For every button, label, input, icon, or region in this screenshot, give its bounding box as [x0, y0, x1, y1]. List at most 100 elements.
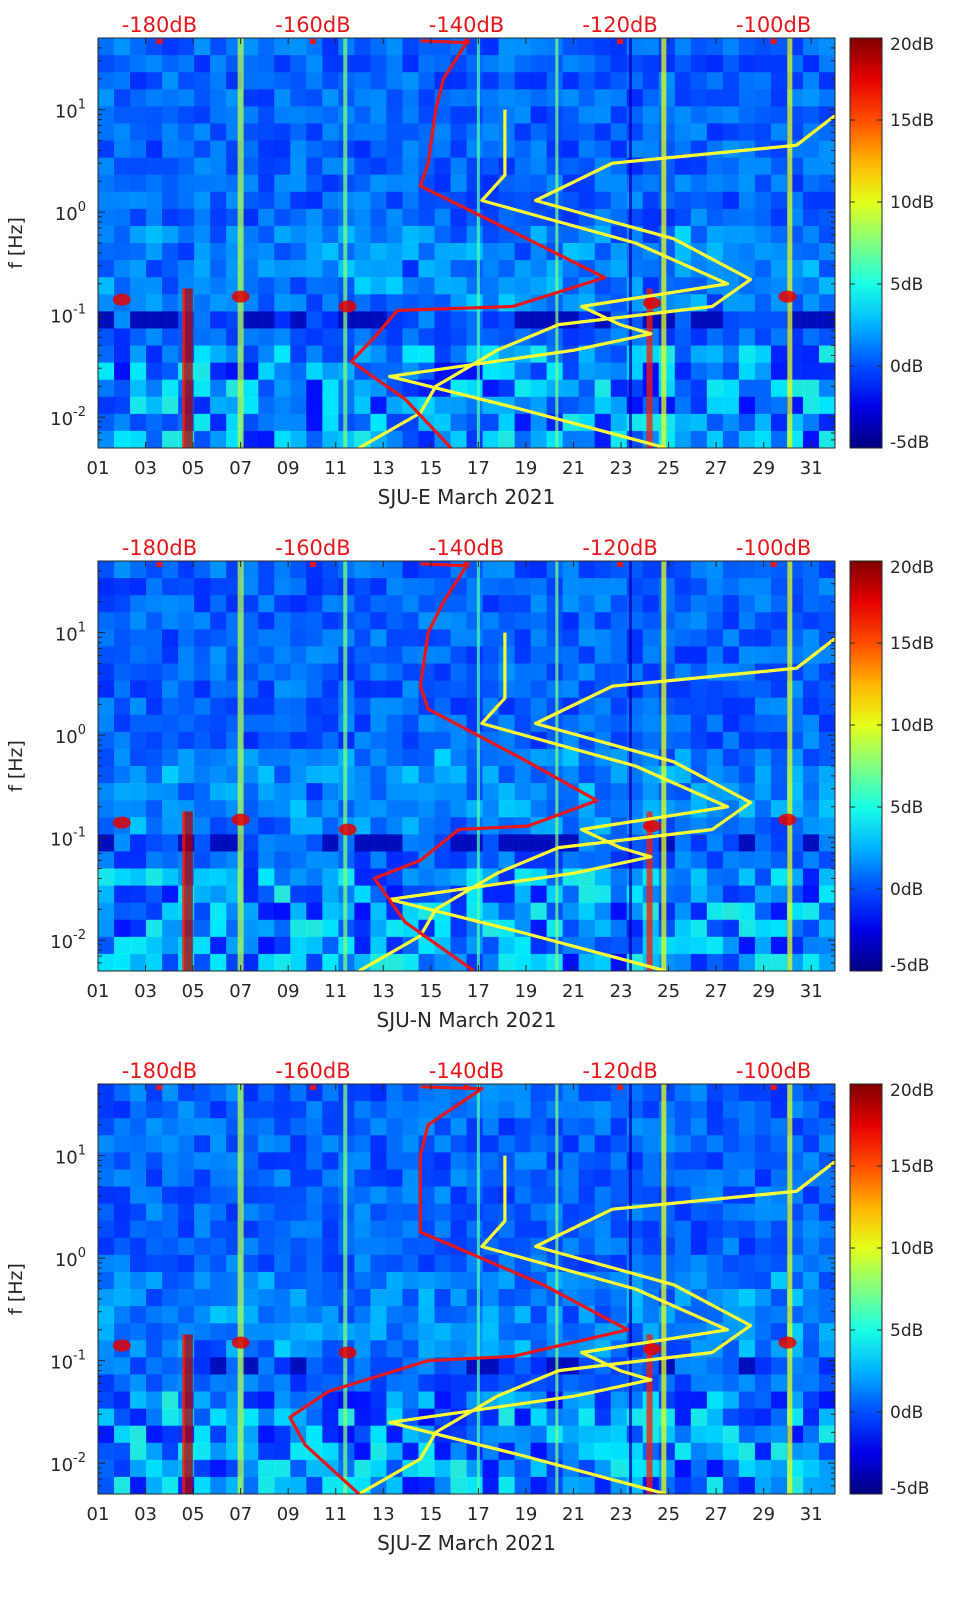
spectrogram-cell — [322, 328, 339, 347]
spectrogram-cell — [562, 55, 580, 73]
spectrogram-cell — [162, 1374, 179, 1393]
spectrogram-cell — [194, 140, 211, 159]
spectrogram-cell — [610, 72, 628, 90]
spectrogram-cell — [578, 55, 596, 73]
spectrogram-cell — [738, 748, 756, 767]
spectrogram-cell — [130, 731, 147, 750]
spectrogram-cell — [130, 800, 147, 818]
spectrogram-cell — [818, 953, 835, 971]
spectrogram-cell — [754, 328, 772, 347]
spectrogram-cell — [194, 106, 211, 125]
spectrogram-cell — [98, 1374, 115, 1393]
spectrogram-cell — [258, 277, 275, 295]
spectrogram-cell — [610, 629, 628, 648]
spectrogram-cell — [578, 953, 596, 971]
spectrogram-cell — [354, 1289, 371, 1307]
spectrogram-cell — [162, 612, 179, 630]
spectrogram-cell — [498, 800, 516, 818]
spectrogram-cell — [242, 362, 259, 381]
spectrogram-cell — [578, 140, 596, 159]
spectrogram-cell — [242, 561, 259, 579]
y-tick-base: 10 — [50, 409, 73, 430]
spectrogram-cell — [706, 1220, 724, 1239]
spectrogram-cell — [690, 868, 708, 887]
spectrogram-cell — [658, 1237, 676, 1256]
spectrogram-cell — [738, 953, 756, 971]
spectrogram-cell — [418, 1203, 436, 1222]
spectrogram-cell — [162, 885, 179, 904]
spectrogram-cell — [402, 294, 420, 312]
spectrogram-cell — [210, 1254, 227, 1273]
spectrogram-cell — [562, 612, 580, 630]
spectrogram-cell — [130, 1459, 147, 1478]
spectrogram-cell — [610, 697, 628, 716]
spectrogram-cell — [370, 243, 387, 261]
spectrogram-cell — [290, 953, 307, 971]
spectrogram-cell — [738, 243, 756, 261]
spectrogram-cell — [146, 1459, 163, 1478]
spectrogram-cell — [530, 311, 548, 330]
spectrogram-cell — [610, 157, 628, 176]
spectrogram-cell — [706, 902, 724, 921]
spectrogram-cell — [322, 800, 339, 818]
spectrogram-cell — [674, 1340, 692, 1358]
spectrogram-cell — [674, 1374, 692, 1393]
spectrogram-cell — [258, 851, 275, 870]
spectrogram-cell — [546, 1118, 564, 1136]
spectrogram-cell — [114, 646, 131, 665]
spectrogram-cell — [530, 1203, 548, 1222]
spectrogram-cell — [322, 225, 339, 244]
spectrogram-cell — [162, 578, 179, 596]
spectrogram-cell — [370, 123, 387, 142]
spectrogram-cell — [530, 123, 548, 142]
spectrogram-cell — [514, 766, 532, 784]
spectrogram-cell — [450, 1442, 468, 1461]
spectrogram-cell — [770, 680, 788, 699]
spectrogram-cell — [690, 748, 708, 767]
spectrogram-cell — [146, 1186, 163, 1205]
spectrogram-cell — [434, 731, 452, 750]
spectrogram-cell — [194, 1186, 211, 1205]
spectrogram-cell — [690, 697, 708, 716]
spectrogram-cell — [610, 1203, 628, 1222]
spectrogram-cell — [594, 646, 612, 665]
spectrogram-cell — [450, 106, 468, 125]
spectrogram-cell — [434, 1289, 452, 1307]
spectrogram-cell — [386, 55, 404, 73]
spectrogram-cell — [434, 697, 452, 716]
spectrogram-cell — [802, 174, 820, 193]
spectrogram-cell — [322, 1442, 339, 1461]
spectrogram-cell — [594, 277, 612, 295]
event-streak — [182, 1334, 186, 1494]
spectrogram-cell — [802, 379, 820, 398]
spectrogram-cell — [770, 1408, 788, 1427]
db-axis-label: -120dB — [582, 13, 657, 37]
spectrogram-cell — [306, 714, 323, 733]
spectrogram-cell — [146, 1220, 163, 1239]
spectrogram-cell — [354, 225, 371, 244]
spectrogram-cell — [322, 277, 339, 295]
spectrogram-cell — [162, 157, 179, 176]
spectrogram-cell — [514, 663, 532, 682]
spectrogram-cell — [114, 1186, 131, 1205]
spectrogram-cell — [594, 191, 612, 210]
spectrogram-cell — [754, 1169, 772, 1188]
spectrogram-cell — [146, 783, 163, 801]
spectrogram-cell — [194, 1101, 211, 1119]
spectrogram-cell — [178, 578, 195, 596]
spectrogram-cell — [242, 174, 259, 193]
spectrogram-cell — [498, 89, 516, 107]
spectrogram-cell — [98, 936, 115, 955]
spectrogram-cell — [658, 936, 676, 955]
spectrogram-cell — [418, 89, 436, 107]
spectrogram-cell — [818, 783, 835, 801]
spectrogram-cell — [770, 953, 788, 971]
spectrogram-cell — [498, 1118, 516, 1136]
spectrogram-cell — [210, 783, 227, 801]
spectrogram-cell — [146, 851, 163, 870]
spectrogram-cell — [690, 379, 708, 398]
event-streak — [555, 38, 559, 448]
spectrogram-cell — [754, 225, 772, 244]
x-tick-label: 15 — [419, 458, 442, 479]
spectrogram-cell — [482, 277, 500, 295]
